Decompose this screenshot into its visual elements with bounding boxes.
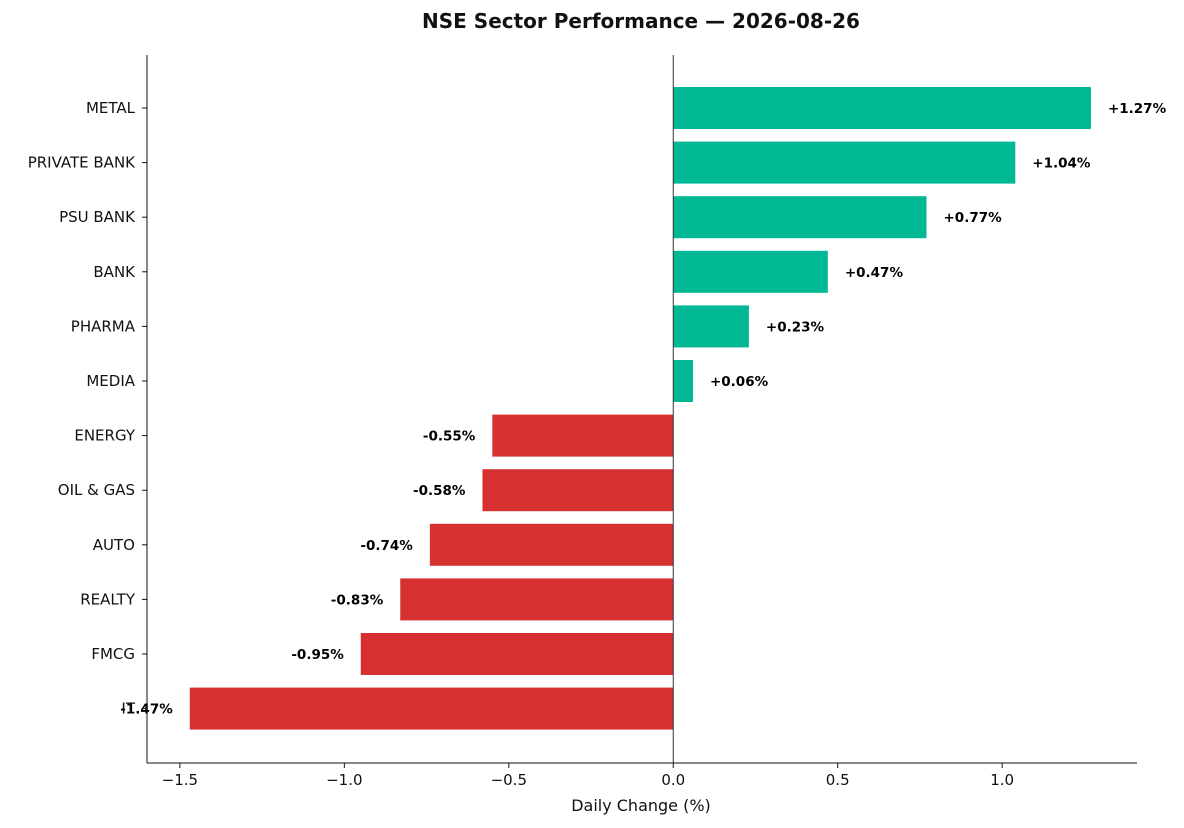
value-label: -0.74% (360, 538, 413, 554)
value-label: +0.77% (944, 210, 1003, 226)
y-axis-ticks: METAL PRIVATE BANK PSU BANK BANK PHARMA MEDIA… (28, 99, 147, 718)
y-tick-label: ENERGY (74, 427, 135, 445)
y-tick-label: PHARMA (71, 317, 136, 335)
y-tick-label: IT (121, 700, 135, 718)
bar-it (189, 687, 674, 730)
bar-bank (673, 250, 828, 293)
y-tick-label: PRIVATE BANK (28, 154, 136, 172)
x-tick-label: −1.5 (162, 771, 198, 789)
bar-energy (492, 414, 674, 457)
x-tick-label: −1.0 (326, 771, 362, 789)
bar-metal (673, 87, 1091, 129)
y-tick-label: BANK (93, 263, 136, 281)
bars-layer (189, 87, 1091, 730)
y-tick-label: AUTO (93, 536, 135, 554)
x-tick-label: −0.5 (491, 771, 527, 789)
value-label: -0.55% (423, 429, 476, 445)
x-tick-label: 0.0 (661, 771, 685, 789)
value-label: +0.47% (845, 265, 904, 281)
y-tick-label: OIL & GAS (58, 481, 135, 499)
bar-private-bank (673, 141, 1016, 184)
value-label: +1.04% (1032, 156, 1091, 172)
bar-media (673, 360, 693, 402)
value-label: -0.83% (331, 592, 384, 608)
bar-auto (429, 523, 674, 566)
value-label: +0.23% (766, 319, 825, 335)
bar-psu-bank (673, 196, 927, 239)
value-label: -0.58% (413, 483, 466, 499)
x-tick-label: 1.0 (990, 771, 1014, 789)
bar-pharma (673, 305, 749, 348)
x-axis-ticks: −1.5 −1.0 −0.5 0.0 0.5 1.0 (162, 763, 1014, 789)
y-tick-label: MEDIA (86, 372, 135, 390)
y-tick-label: REALTY (80, 590, 136, 608)
chart-title: NSE Sector Performance — 2026-08-26 (422, 9, 860, 33)
bar-fmcg (360, 633, 674, 675)
value-label: +0.06% (710, 374, 769, 390)
y-tick-label: FMCG (91, 645, 135, 663)
y-tick-label: METAL (86, 99, 136, 117)
value-label: +1.27% (1108, 101, 1167, 117)
bar-realty (400, 578, 674, 621)
x-axis-title: Daily Change (%) (571, 796, 711, 815)
labels-layer: +1.27% +1.04% +0.77% +0.47% +0.23% +0.06% -0.5… (120, 101, 1166, 718)
x-tick-label: 0.5 (826, 771, 850, 789)
bar-oil-gas (482, 469, 674, 512)
value-label: -0.95% (291, 647, 344, 663)
y-tick-label: PSU BANK (59, 208, 136, 226)
